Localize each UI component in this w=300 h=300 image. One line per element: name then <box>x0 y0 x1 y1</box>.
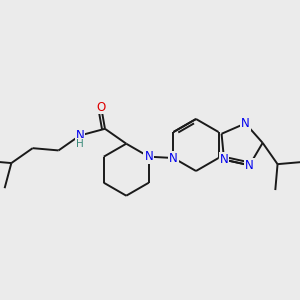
Text: N: N <box>220 153 229 166</box>
Text: N: N <box>241 117 250 130</box>
Text: N: N <box>169 152 178 164</box>
Text: N: N <box>144 150 153 163</box>
Text: N: N <box>76 129 84 142</box>
Text: H: H <box>76 139 84 148</box>
Text: O: O <box>97 100 106 113</box>
Text: N: N <box>245 159 254 172</box>
